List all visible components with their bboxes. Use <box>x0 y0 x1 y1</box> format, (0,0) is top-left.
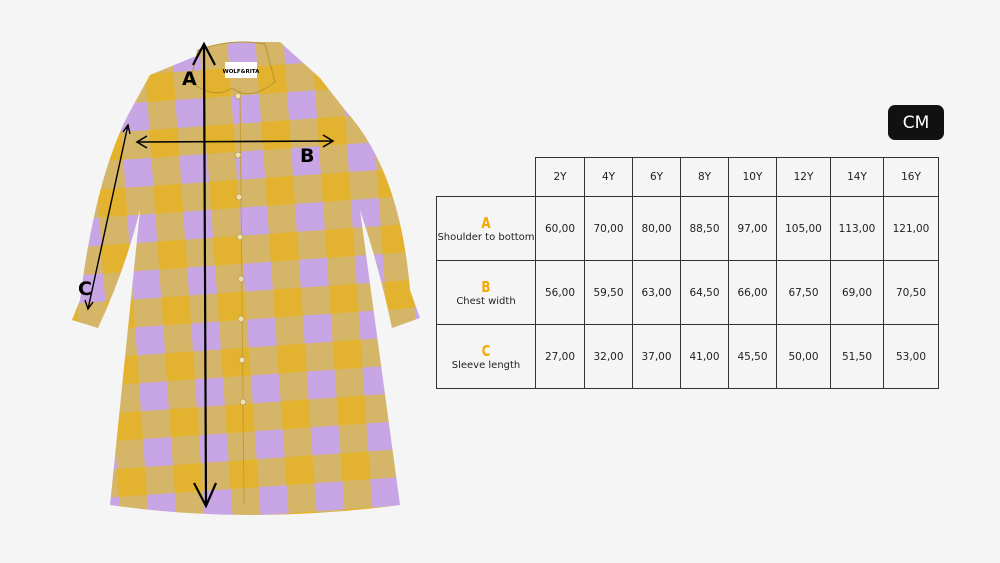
measurement-description: Sleeve length <box>451 360 521 371</box>
measurement-value: 88,50 <box>680 196 729 261</box>
size-header: 8Y <box>680 157 729 197</box>
measurement-value: 45,50 <box>728 324 777 389</box>
measurement-value: 51,50 <box>830 324 884 389</box>
measurement-value: 32,00 <box>584 324 633 389</box>
measurement-value: 70,50 <box>883 260 939 325</box>
measurement-label: B Chest width <box>436 260 536 325</box>
measurement-description: Shoulder to bottom <box>437 232 535 243</box>
measurement-value: 37,00 <box>632 324 681 389</box>
table-row: C Sleeve length 27,00 32,00 37,00 41,00 45,50 5… <box>436 324 939 389</box>
measurement-value: 41,00 <box>680 324 729 389</box>
dress-diagram: WOLF&RITA A B C <box>72 41 420 515</box>
table-header-row: 2Y 4Y 6Y 8Y 10Y 12Y 14Y 16Y <box>436 157 939 197</box>
table-row: B Chest width 56,00 59,50 63,00 64,50 66,00 67,… <box>436 260 939 325</box>
measurement-value: 53,00 <box>883 324 939 389</box>
size-header: 4Y <box>584 157 633 197</box>
measurement-value: 59,50 <box>584 260 633 325</box>
measurement-label: C Sleeve length <box>436 324 536 389</box>
measurement-value: 50,00 <box>776 324 831 389</box>
measurement-value: 80,00 <box>632 196 681 261</box>
size-header: 6Y <box>632 157 681 197</box>
measurement-label: A Shoulder to bottom <box>436 196 536 261</box>
measurement-arrows <box>84 41 335 509</box>
label-b: B <box>300 145 314 167</box>
measurement-description: Chest width <box>456 296 516 307</box>
measurement-letter: A <box>481 214 491 232</box>
arrow-b <box>136 140 334 143</box>
measurement-value: 105,00 <box>776 196 831 261</box>
measurement-value: 113,00 <box>830 196 884 261</box>
measurement-value: 66,00 <box>728 260 777 325</box>
size-header: 12Y <box>776 157 831 197</box>
size-header: 16Y <box>883 157 939 197</box>
table-row: A Shoulder to bottom 60,00 70,00 80,00 88,50 9… <box>436 196 939 261</box>
measurement-value: 67,50 <box>776 260 831 325</box>
measurement-value: 97,00 <box>728 196 777 261</box>
size-header: 2Y <box>535 157 585 197</box>
arrow-a <box>202 43 208 507</box>
label-a: A <box>182 68 197 90</box>
measurement-value: 121,00 <box>883 196 939 261</box>
measurement-value: 27,00 <box>535 324 585 389</box>
dress-image <box>72 41 420 515</box>
measurement-letter: B <box>481 278 491 296</box>
size-header: 14Y <box>830 157 884 197</box>
unit-badge: CM <box>888 105 944 140</box>
brand-tag: WOLF&RITA <box>223 69 260 75</box>
size-table: 2Y 4Y 6Y 8Y 10Y 12Y 14Y 16Y A Shoulder to… <box>436 157 939 389</box>
measurement-value: 64,50 <box>680 260 729 325</box>
measurement-value: 69,00 <box>830 260 884 325</box>
measurement-letter: C <box>481 342 491 360</box>
label-c: C <box>78 278 92 300</box>
arrow-c <box>87 124 129 310</box>
measurement-value: 56,00 <box>535 260 585 325</box>
measurement-value: 70,00 <box>584 196 633 261</box>
measurement-value: 60,00 <box>535 196 585 261</box>
measurement-value: 63,00 <box>632 260 681 325</box>
size-header: 10Y <box>728 157 777 197</box>
